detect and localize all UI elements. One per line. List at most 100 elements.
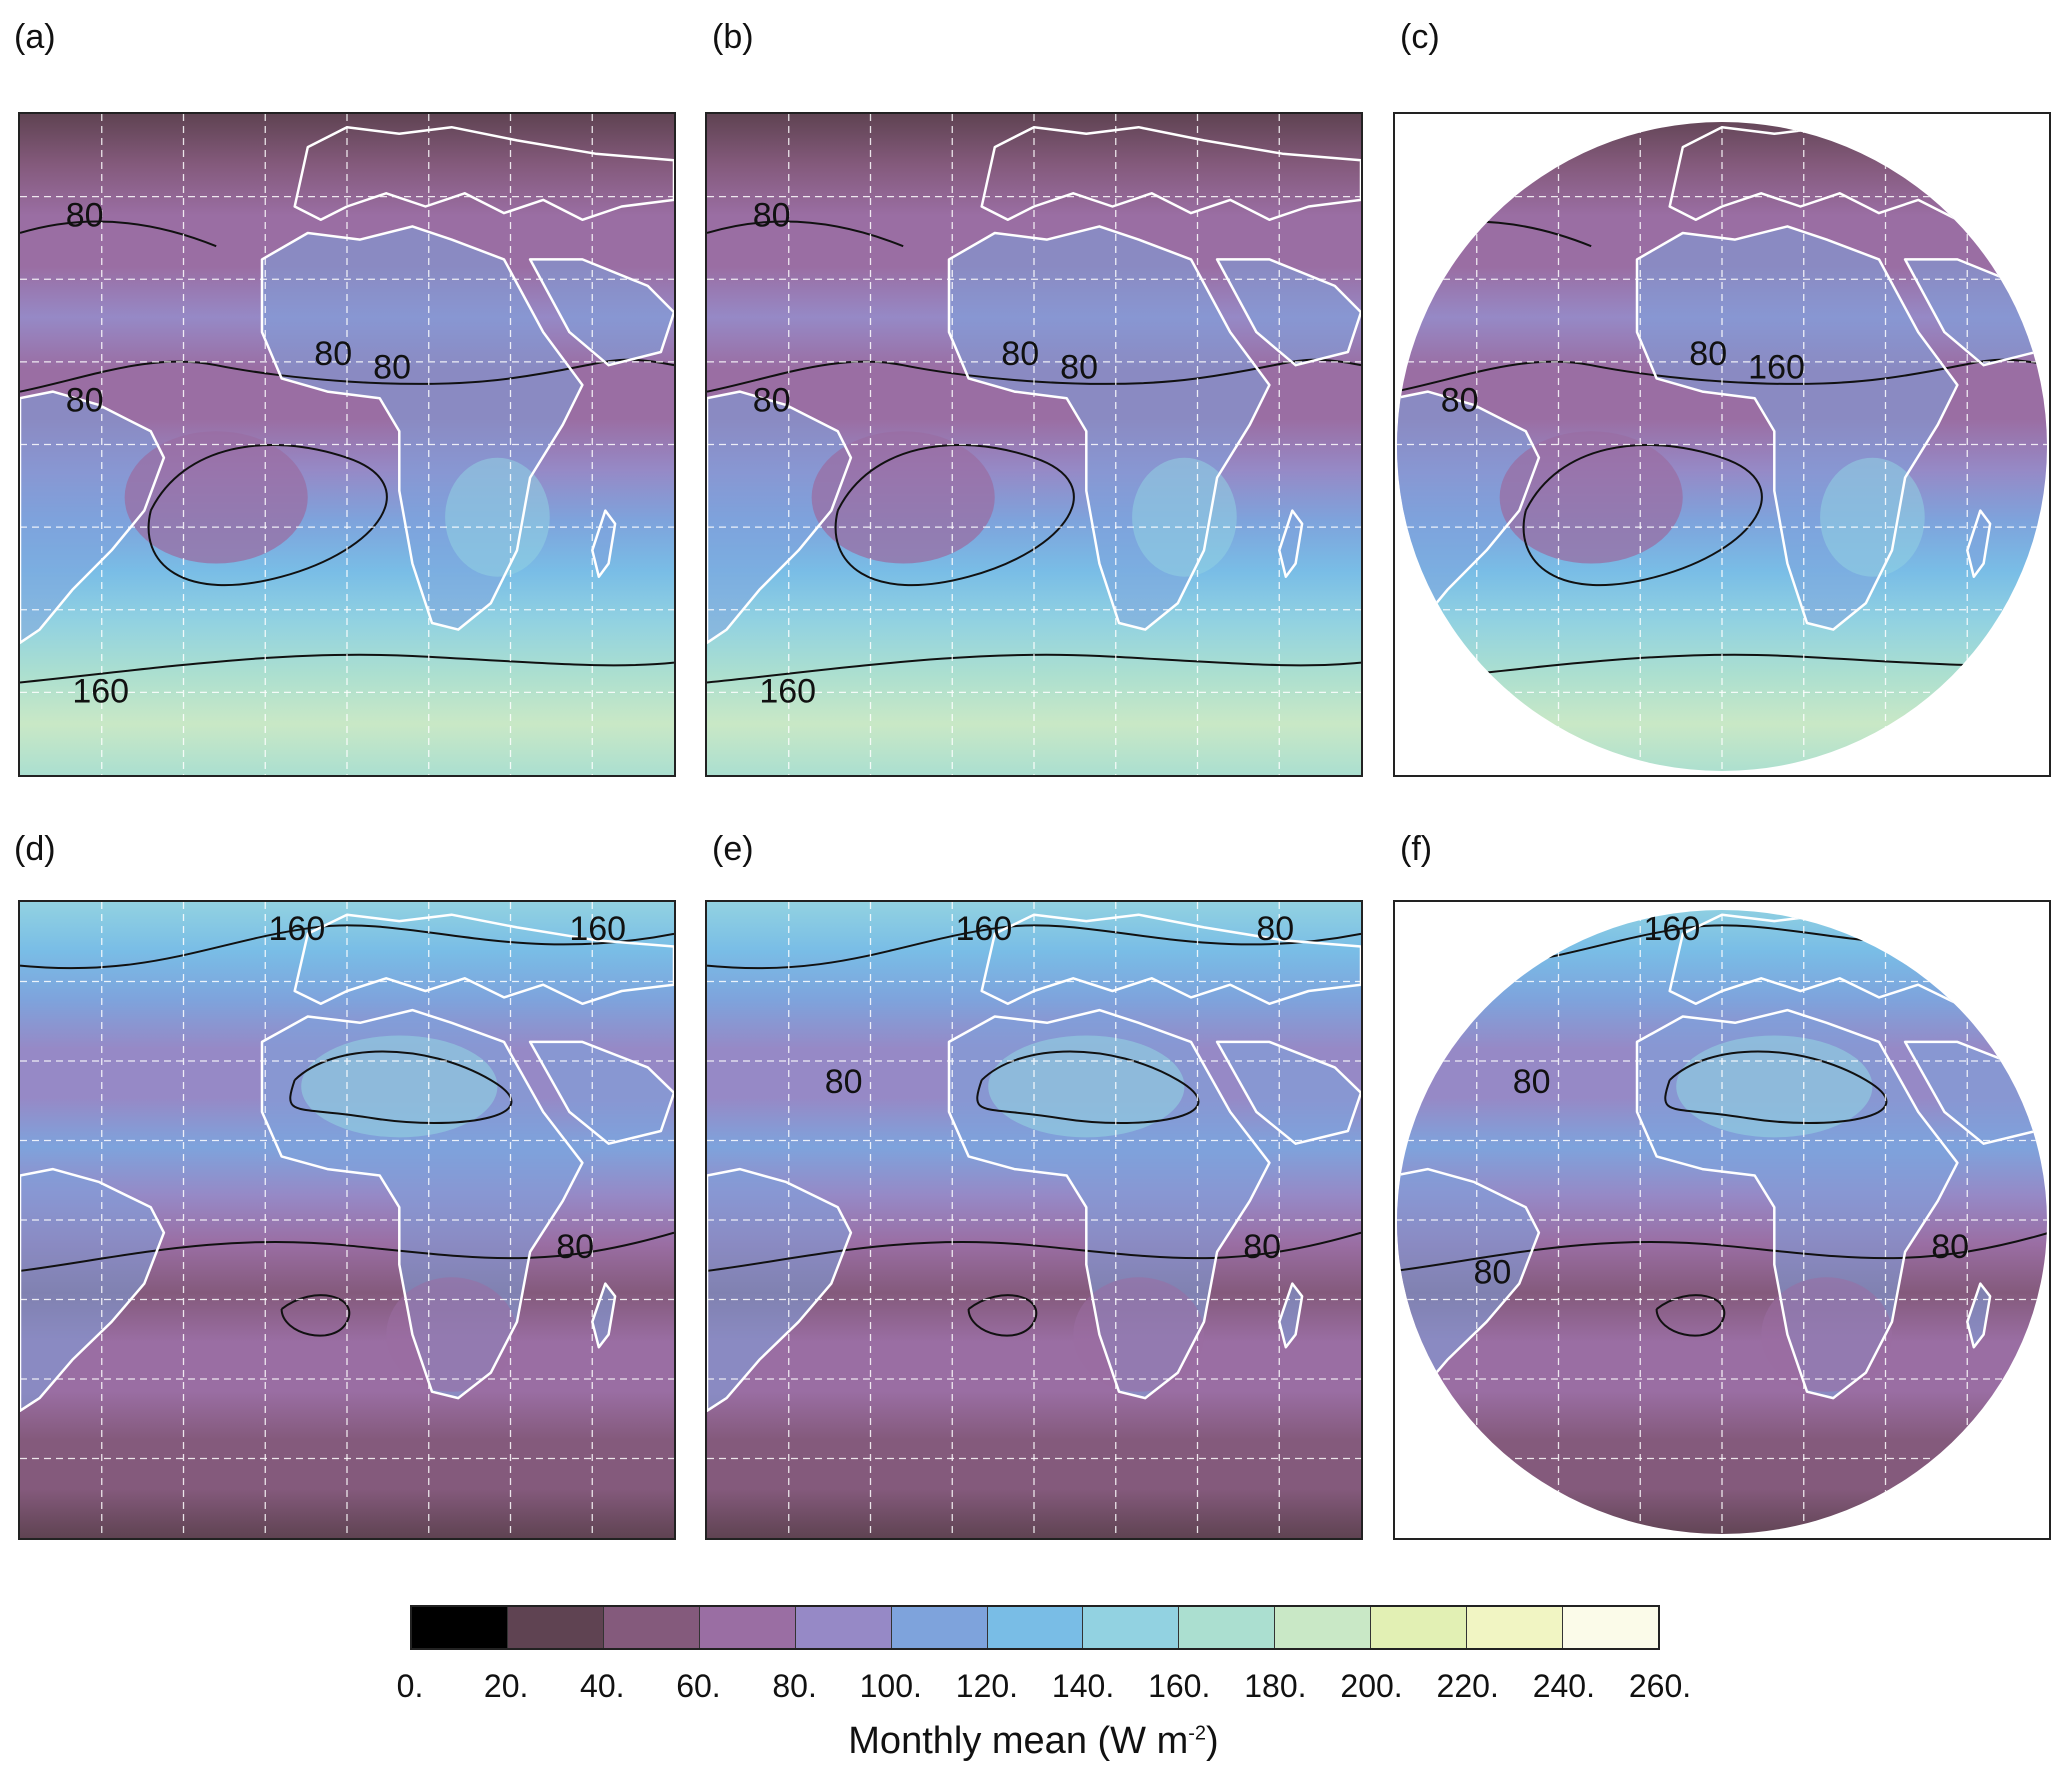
contour-line	[289, 1050, 513, 1124]
map-panel-b: 80 80 80 80 160	[705, 112, 1363, 777]
contour-line	[20, 653, 674, 684]
flux-blob	[1073, 1277, 1205, 1392]
contour-line	[707, 924, 1361, 970]
panel-label-d: (d)	[14, 830, 56, 868]
contour-line	[1397, 1231, 2047, 1272]
contour-label: 80	[1513, 1063, 1551, 1101]
coastline	[260, 1008, 584, 1400]
panel-label-b: (b)	[712, 18, 754, 56]
contour-label: 80	[66, 196, 104, 234]
colorbar-title-close: )	[1206, 1720, 1219, 1762]
coastline	[707, 1167, 853, 1413]
contour-label: 160	[1748, 348, 1805, 386]
contour-line	[20, 358, 674, 393]
flux-blob	[124, 431, 308, 564]
contour-line	[20, 1231, 674, 1272]
coastline	[1635, 225, 1959, 631]
coastline	[1966, 509, 1992, 578]
contour-label: 80	[1001, 335, 1039, 373]
map-svg-f: 160 160 80 80 80	[1397, 910, 2047, 1534]
coastline	[20, 390, 166, 645]
colorbar-tick-label: 40.	[580, 1668, 625, 1704]
coastline	[260, 225, 584, 631]
colorbar-swatch	[795, 1607, 892, 1648]
map-field: 80 80 80 80 160	[707, 114, 1361, 775]
contour-line	[707, 358, 1361, 393]
flux-blob	[386, 1277, 518, 1392]
contour-line	[976, 1050, 1200, 1124]
land-mass	[20, 1169, 164, 1411]
contour-label: 80	[1441, 381, 1479, 419]
map-panel-c: 80 80 80 160	[1393, 112, 2051, 777]
panel-label-e: (e)	[712, 830, 754, 868]
land-mass	[530, 1041, 674, 1144]
panel-label-a: (a)	[14, 18, 56, 56]
colorbar-tick-label: 140.	[1051, 1668, 1115, 1704]
colorbar-title-text: Monthly mean (W m	[848, 1720, 1189, 1762]
coastline	[293, 913, 674, 1006]
contour-label: 80	[556, 1228, 594, 1266]
land-mass	[707, 1169, 851, 1411]
map-panel-a: 80 80 80 80 160	[18, 112, 676, 777]
colorbar-tick-label: 260.	[1628, 1668, 1692, 1704]
graticule	[707, 902, 1361, 1538]
contour-label: 160	[759, 672, 816, 710]
flux-blob	[1132, 457, 1237, 577]
flux-blob	[1499, 431, 1683, 564]
colorbar-tick-label: 80.	[772, 1668, 817, 1704]
coastline	[980, 125, 1361, 222]
colorbar-tick-label: 200.	[1340, 1668, 1403, 1704]
contour-label: 160	[1644, 910, 1701, 948]
contour-label: 80	[1060, 348, 1098, 386]
flux-blob	[445, 457, 550, 577]
colorbar-swatch	[603, 1607, 700, 1648]
coastline	[1278, 509, 1304, 578]
map-field: 80 80 80 80 160	[20, 114, 674, 775]
colorbar-tick-label: 240.	[1532, 1668, 1595, 1704]
contour-line	[1522, 443, 1763, 587]
land-mass	[1217, 1041, 1361, 1144]
coastline	[707, 390, 853, 645]
coastline	[1966, 1282, 1992, 1349]
colorbar-tick-label: 120.	[955, 1668, 1019, 1704]
coastline	[591, 509, 617, 578]
land-mass	[707, 391, 851, 643]
colorbar-swatch	[699, 1607, 796, 1648]
contour-label: 80	[825, 1063, 863, 1101]
map-field: 160 160 80 80 80	[1397, 910, 2047, 1534]
coastline	[1278, 1282, 1304, 1349]
coastline	[980, 913, 1361, 1006]
contour-label: 80	[1689, 335, 1727, 373]
coastline	[528, 258, 674, 367]
contour-label: 80	[1441, 196, 1479, 234]
contour-label: 80	[1256, 910, 1294, 948]
colorbar	[410, 1605, 1660, 1650]
land-mass	[530, 259, 674, 366]
contour-label: 80	[753, 381, 791, 419]
graticule	[20, 902, 674, 1538]
contour-line	[1664, 1050, 1888, 1124]
coastline	[528, 1040, 674, 1145]
coastline	[1215, 1040, 1361, 1145]
contour-line	[20, 220, 217, 248]
contour-line	[147, 443, 388, 587]
map-panel-d: 160 160 80	[18, 900, 676, 1540]
colorbar-title: Monthly mean (W m-2)	[0, 1720, 2067, 1763]
contour-line	[707, 653, 1361, 684]
map-panel-e: 160 80 80 80	[705, 900, 1363, 1540]
contour-label: 80	[1931, 1228, 1969, 1266]
map-field: 160 160 80	[20, 902, 674, 1538]
flux-blob	[811, 431, 995, 564]
colorbar-swatch	[1179, 1607, 1276, 1648]
coastline	[947, 1008, 1271, 1400]
panel-label-c: (c)	[1400, 18, 1440, 56]
contour-line	[834, 443, 1075, 587]
land-mass	[1397, 391, 1539, 643]
contour-line	[707, 1231, 1361, 1272]
graticule	[707, 114, 1361, 775]
coastline	[947, 225, 1271, 631]
contour-label: 160	[72, 672, 129, 710]
colorbar-swatch	[1467, 1607, 1564, 1648]
contour-line	[707, 220, 904, 248]
colorbar-tick-label: 160.	[1148, 1668, 1211, 1704]
